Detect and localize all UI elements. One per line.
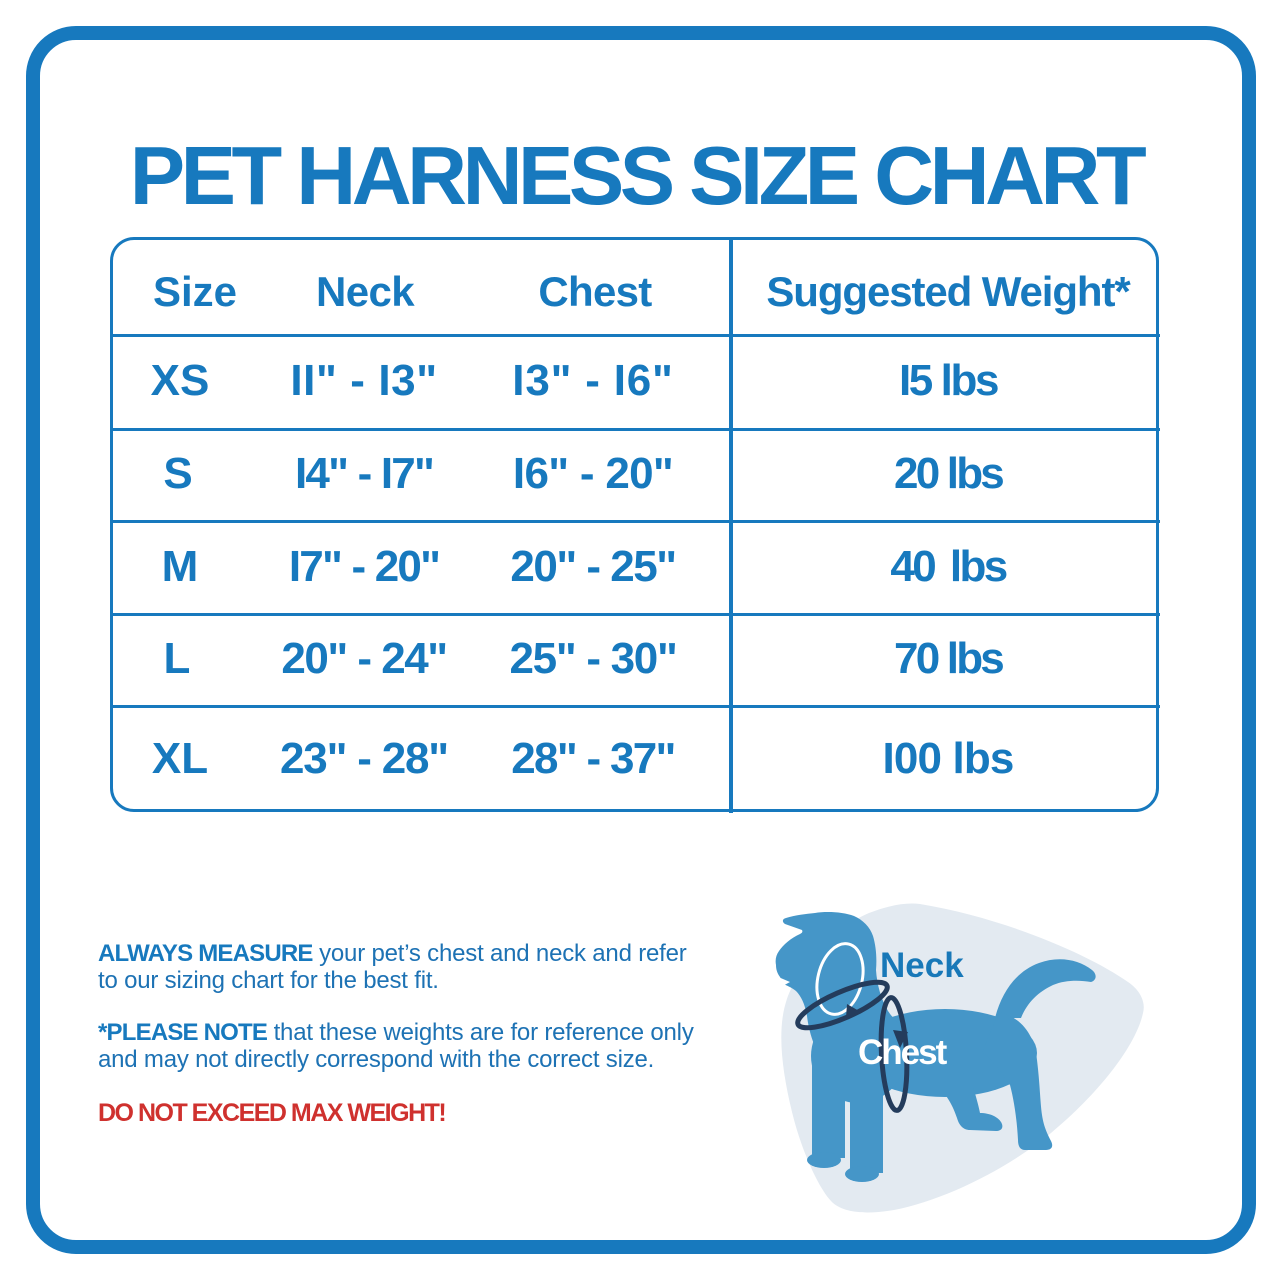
- svg-text:Chest: Chest: [858, 1033, 948, 1072]
- svg-text:Neck: Neck: [880, 946, 964, 985]
